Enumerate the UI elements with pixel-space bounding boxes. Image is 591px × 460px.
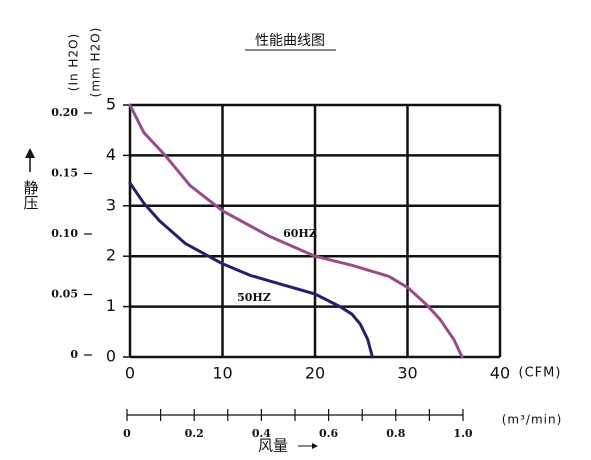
x2-tick-label: 0.8 <box>386 427 405 440</box>
x-tick-label: 0 <box>125 364 135 383</box>
x-tick-label: 20 <box>305 364 325 383</box>
x2-tick-label: 1.0 <box>453 427 472 440</box>
y-tick-label: 3 <box>106 195 116 214</box>
x-arrow <box>298 443 318 449</box>
y-tick-label: 4 <box>106 145 116 164</box>
y2-unit-label: (In H2O) <box>67 33 81 91</box>
y-arrow <box>25 148 35 172</box>
y-tick-label: 1 <box>106 296 116 315</box>
x2-tick-label: 0.2 <box>185 427 204 440</box>
x-unit-label: (CFM) <box>519 366 562 381</box>
x2-tick-label: 0.6 <box>319 427 338 440</box>
x-tick-label: 30 <box>397 364 417 383</box>
curve <box>128 181 374 359</box>
y2-tick-label: 0.10 <box>51 227 78 240</box>
x2-unit-label: (m³/min) <box>502 413 563 427</box>
x2-tick-label: 0 <box>123 427 131 440</box>
y2-tick-label: 0.15 <box>51 167 78 180</box>
y2-tick-label: 0.05 <box>51 288 78 301</box>
x-tick-label: 10 <box>212 364 232 383</box>
y-tick-label: 2 <box>106 246 116 265</box>
y-label: 静压 <box>22 180 40 210</box>
x-label: 风量 <box>258 437 288 455</box>
series-label: 50HZ <box>237 291 271 304</box>
y-unit-label: (mm H2O) <box>89 27 103 98</box>
y-tick-label: 0 <box>106 347 116 366</box>
x-tick-label: 40 <box>490 364 510 383</box>
series-label: 60HZ <box>283 227 317 240</box>
x2-tick-label: 0.4 <box>252 427 271 440</box>
y2-tick-label: 0 <box>70 348 78 361</box>
y2-tick-label: 0.20 <box>51 106 78 119</box>
y-tick-label: 5 <box>106 95 116 114</box>
curve <box>128 103 464 359</box>
chart-title: 性能曲线图 <box>255 33 325 49</box>
